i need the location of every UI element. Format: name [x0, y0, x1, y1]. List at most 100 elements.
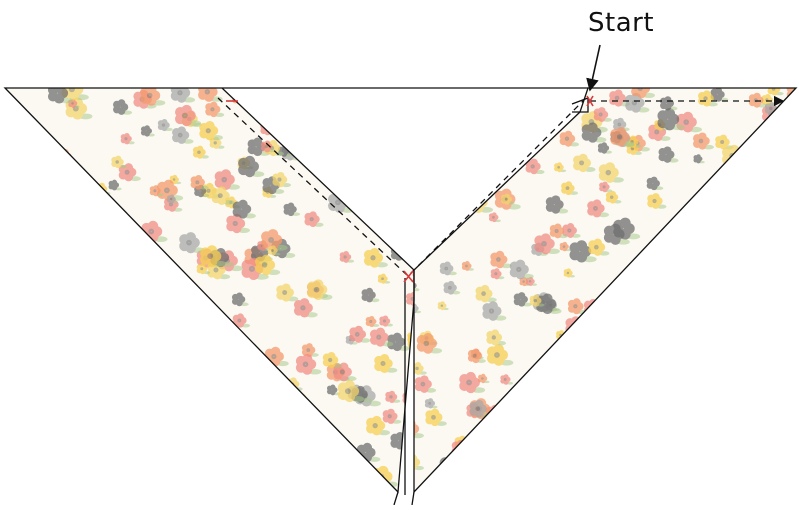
bottom-tab-right — [412, 492, 414, 505]
flower-motif — [90, 225, 106, 238]
flower-motif — [559, 419, 578, 435]
flower-motif — [785, 345, 799, 359]
flower-motif — [201, 484, 214, 495]
flower-motif — [62, 328, 74, 338]
flower-motif — [787, 294, 799, 306]
bottom-tab-left — [394, 492, 398, 505]
flower-motif — [493, 119, 517, 138]
flower-motif — [47, 264, 61, 276]
flower-motif — [226, 423, 239, 434]
flower-motif — [184, 380, 210, 401]
flower-motif — [594, 435, 611, 449]
flower-motif — [176, 353, 201, 374]
flower-motif — [415, 156, 426, 165]
flower-motif — [468, 153, 480, 163]
flower-motif — [535, 471, 557, 489]
flower-motif — [70, 348, 93, 367]
flower-motif — [716, 373, 731, 385]
flower-motif — [733, 196, 758, 217]
flower-motif — [93, 315, 106, 326]
flower-motif — [17, 185, 37, 201]
flower-motif — [29, 140, 45, 153]
flower-motif — [789, 463, 799, 480]
flower-motif — [22, 227, 38, 240]
flower-motif — [677, 338, 701, 358]
flower-motif — [78, 463, 102, 482]
flower-motif — [297, 87, 313, 100]
flower-motif — [728, 323, 752, 343]
flower-motif — [533, 90, 551, 105]
flower-motif — [0, 316, 15, 334]
flower-motif — [391, 246, 409, 261]
flower-motif — [205, 312, 220, 324]
flower-motif — [414, 117, 426, 127]
flower-motif — [162, 437, 185, 455]
flower-motif — [426, 221, 448, 239]
flower-motif — [399, 163, 411, 172]
flower-motif — [351, 486, 365, 498]
flower-motif — [611, 460, 638, 482]
flower-motif — [790, 92, 799, 108]
flower-motif — [247, 354, 259, 364]
flower-motif — [56, 318, 76, 334]
flower-motif — [704, 300, 720, 313]
flower-motif — [223, 425, 244, 442]
flower-motif — [699, 210, 723, 230]
flower-motif — [521, 409, 541, 426]
flower-motif — [40, 269, 52, 279]
flower-motif — [702, 204, 721, 220]
flower-motif — [221, 468, 238, 482]
flower-motif — [473, 110, 494, 127]
flower-motif — [661, 226, 686, 246]
flower-motif — [686, 207, 702, 220]
flower-motif — [704, 188, 722, 202]
flower-motif — [251, 373, 263, 383]
flower-motif — [73, 431, 92, 447]
flower-motif — [34, 387, 49, 399]
flower-motif — [418, 165, 432, 176]
flower-motif — [596, 394, 612, 407]
flower-motif — [660, 407, 673, 418]
flower-motif — [453, 169, 466, 180]
flower-motif — [784, 218, 796, 228]
flower-motif — [522, 457, 538, 470]
flower-motif — [584, 400, 605, 417]
flower-motif — [141, 339, 159, 354]
flower-motif — [536, 393, 555, 409]
start-label: Start — [588, 8, 654, 38]
flower-motif — [682, 387, 696, 398]
flower-motif — [454, 84, 480, 106]
flower-motif — [440, 455, 467, 477]
flower-motif — [276, 85, 290, 96]
flower-motif — [84, 240, 107, 259]
flower-motif — [419, 104, 438, 120]
flower-motif — [694, 376, 716, 394]
flower-motif — [774, 407, 786, 417]
flower-motif — [190, 477, 208, 492]
flower-motif — [196, 413, 222, 435]
flower-motif — [726, 361, 748, 379]
flower-motif — [670, 313, 695, 334]
flower-motif — [122, 493, 133, 502]
flower-motif — [425, 200, 446, 217]
flower-motif — [712, 226, 739, 248]
flower-motif — [182, 304, 206, 324]
flower-motif — [768, 213, 781, 223]
flower-motif — [145, 443, 160, 455]
flower-motif — [106, 391, 133, 413]
flower-motif — [744, 350, 764, 366]
flower-motif — [454, 94, 472, 109]
flower-motif — [0, 182, 16, 195]
flower-motif — [102, 393, 113, 402]
flower-motif — [710, 381, 731, 399]
flower-motif — [174, 305, 187, 316]
flower-motif — [659, 476, 673, 488]
flower-motif — [4, 210, 16, 220]
flower-motif — [696, 222, 713, 236]
flower-motif — [277, 113, 292, 125]
flower-motif — [91, 468, 109, 482]
flower-motif — [557, 453, 576, 468]
flower-motif — [376, 223, 391, 235]
flower-motif — [23, 171, 42, 187]
